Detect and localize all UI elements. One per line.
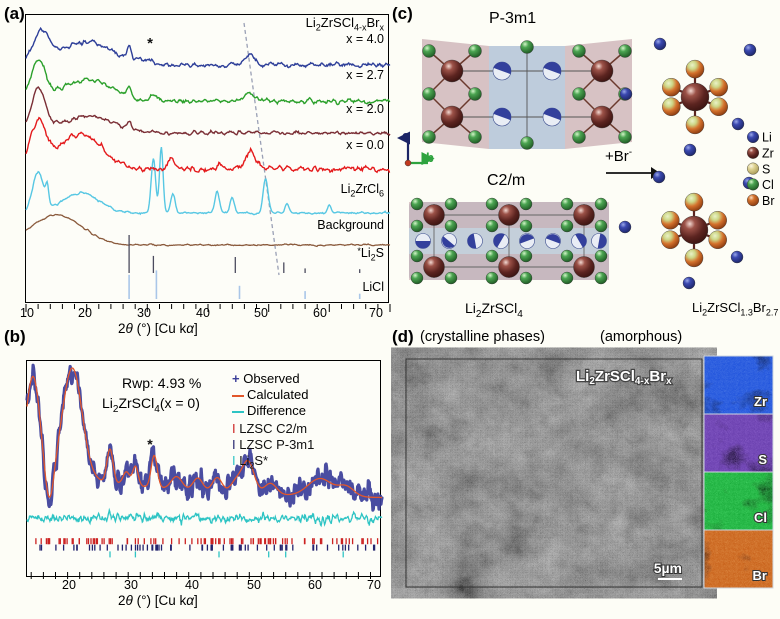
svg-text:S: S bbox=[758, 452, 767, 467]
svg-text:*: * bbox=[147, 436, 153, 452]
svg-text:Br: Br bbox=[753, 568, 767, 583]
svg-text:5µm: 5µm bbox=[654, 560, 682, 576]
svg-text:Zr: Zr bbox=[754, 394, 767, 409]
svg-text:Cl: Cl bbox=[754, 510, 767, 525]
svg-text:*: * bbox=[147, 35, 153, 52]
